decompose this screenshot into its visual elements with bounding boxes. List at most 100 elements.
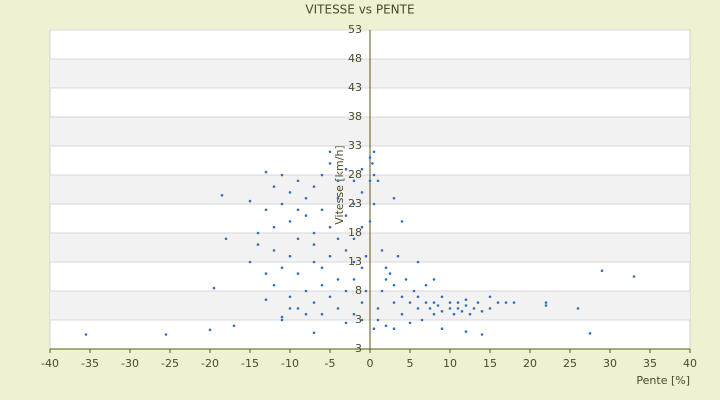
y-tick-label: 48 (348, 52, 362, 65)
point (464, 298, 468, 302)
point (336, 196, 340, 200)
point (320, 266, 324, 270)
x-tick-label: 0 (367, 357, 374, 370)
x-tick-label: 40 (683, 357, 697, 370)
point (312, 301, 316, 304)
point (336, 307, 340, 310)
x-tick-label: -35 (81, 357, 99, 370)
point (428, 307, 432, 310)
point (224, 237, 228, 241)
point (256, 231, 260, 235)
y-tick-label: 28 (348, 168, 362, 181)
point (272, 283, 276, 287)
point (164, 333, 168, 336)
point (408, 321, 412, 325)
point (208, 328, 212, 332)
point (392, 196, 396, 200)
point (384, 266, 388, 270)
y-tick-label: 33 (348, 139, 362, 152)
y-tick-label: 3 (355, 313, 362, 326)
point (512, 301, 516, 304)
point (440, 327, 444, 331)
point (424, 283, 428, 287)
point (288, 307, 292, 310)
x-tick-label: -40 (41, 357, 59, 370)
point (432, 278, 436, 281)
point (352, 202, 356, 206)
x-tick-label: 10 (443, 357, 457, 370)
y-tick-label: 53 (348, 23, 362, 36)
point (304, 312, 308, 316)
x-tick-label: 20 (523, 357, 537, 370)
point (280, 318, 284, 322)
point (468, 312, 472, 316)
point (384, 278, 388, 281)
chart-title: VITESSE vs PENTE (305, 3, 414, 17)
point (296, 179, 300, 183)
point (464, 330, 468, 333)
point (320, 173, 324, 177)
point (312, 331, 316, 335)
point (416, 307, 420, 310)
point (440, 295, 444, 299)
point (264, 208, 268, 212)
point (320, 312, 324, 316)
point (288, 191, 292, 194)
point (432, 301, 436, 304)
point (328, 225, 332, 229)
point (296, 272, 300, 275)
x-tick-label: -25 (161, 357, 179, 370)
point (544, 301, 548, 304)
point (368, 220, 372, 223)
point (288, 254, 292, 258)
point (488, 295, 492, 299)
point (272, 185, 276, 188)
point (472, 307, 476, 310)
point (480, 310, 484, 313)
point (392, 327, 396, 331)
point (344, 289, 348, 293)
y-axis-label: Vitesse [km/h] (333, 145, 346, 225)
y-tick-label: 43 (348, 81, 362, 94)
point (400, 312, 404, 316)
point (416, 295, 420, 299)
point (376, 318, 380, 322)
point (328, 150, 332, 154)
point (304, 196, 308, 200)
point (448, 307, 452, 310)
x-tick-label: 25 (563, 357, 577, 370)
point (440, 310, 444, 313)
point (264, 170, 268, 174)
point (248, 199, 252, 203)
point (280, 202, 284, 206)
point (272, 225, 276, 229)
point (352, 312, 356, 316)
point (360, 225, 364, 229)
point (312, 243, 316, 246)
point (480, 333, 484, 336)
point (448, 301, 452, 304)
x-tick-label: -15 (241, 357, 259, 370)
point (352, 260, 356, 264)
point (264, 298, 268, 302)
point (380, 249, 384, 252)
point (424, 301, 428, 304)
point (352, 237, 356, 241)
point (280, 266, 284, 270)
point (336, 179, 340, 183)
point (312, 185, 316, 188)
point (344, 321, 348, 325)
point (372, 327, 376, 331)
point (312, 260, 316, 264)
point (371, 162, 374, 165)
point (576, 307, 580, 310)
point (304, 214, 308, 217)
point (264, 272, 268, 275)
point (364, 254, 368, 258)
point (360, 301, 364, 304)
point (220, 194, 224, 197)
point (84, 333, 88, 336)
x-tick-label: 5 (407, 357, 414, 370)
point (360, 191, 364, 194)
point (388, 272, 392, 275)
